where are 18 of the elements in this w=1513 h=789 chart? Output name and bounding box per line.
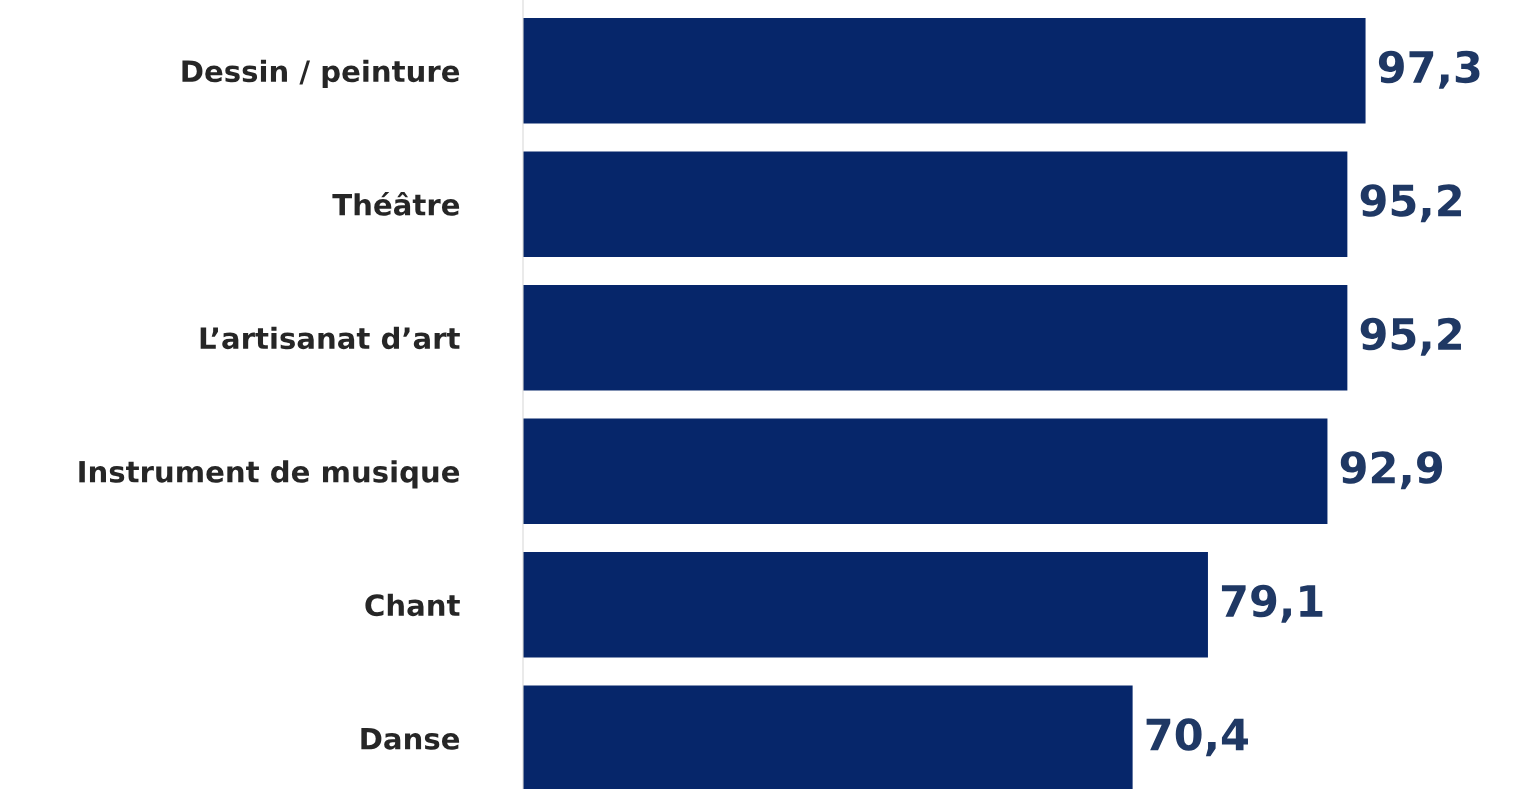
- y-tick-label: Théâtre: [332, 192, 460, 216]
- bar: [523, 552, 1208, 658]
- data-label: 92,9: [1340, 451, 1443, 490]
- y-tick-label: Danse: [361, 728, 460, 750]
- data-label: 95,2: [1360, 184, 1461, 223]
- y-tick-label: L’artisanat d’art: [200, 326, 460, 350]
- bar: [523, 151, 1348, 257]
- bar: [523, 18, 1366, 124]
- data-label: 95,2: [1360, 317, 1461, 356]
- data-label: 70,4: [1146, 718, 1248, 757]
- y-tick-label: Chant: [365, 593, 460, 617]
- bar: [523, 418, 1328, 524]
- bar: [523, 685, 1133, 789]
- y-tick-label: Dessin / peinture: [182, 59, 460, 88]
- data-label: 79,1: [1221, 584, 1323, 623]
- y-tick-label: Instrument de musique: [79, 460, 460, 489]
- bar: [523, 285, 1348, 391]
- data-label: 97,3: [1378, 50, 1480, 89]
